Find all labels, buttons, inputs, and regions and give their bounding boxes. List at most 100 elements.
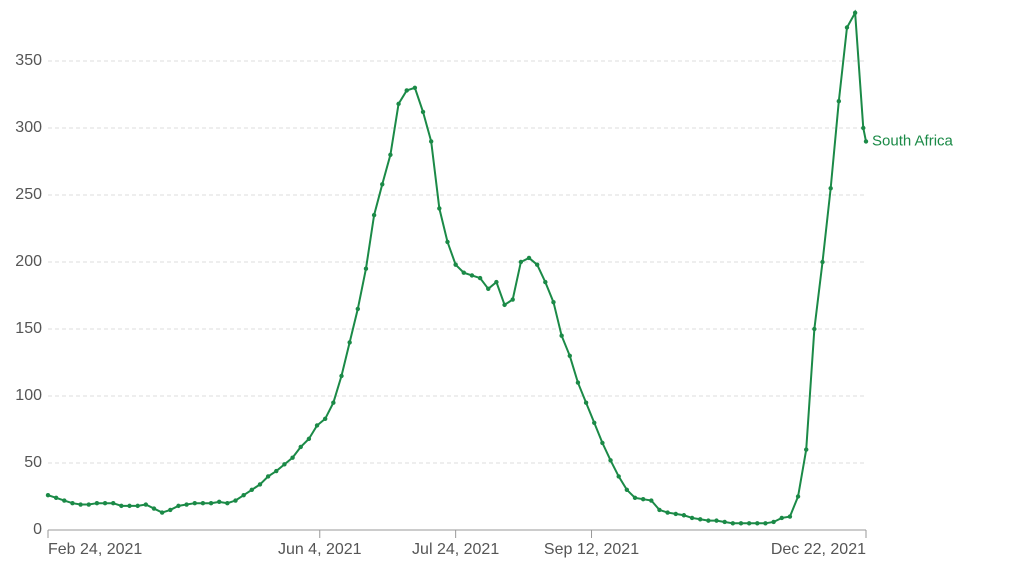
data-point bbox=[135, 503, 140, 509]
data-point bbox=[208, 501, 214, 506]
data-point bbox=[771, 519, 776, 525]
data-point bbox=[616, 474, 621, 479]
y-tick-label: 150 bbox=[15, 320, 42, 337]
data-point bbox=[828, 186, 833, 191]
data-point bbox=[469, 273, 475, 278]
data-point bbox=[331, 400, 336, 405]
data-point bbox=[184, 502, 189, 507]
data-point bbox=[388, 152, 393, 157]
data-point bbox=[502, 302, 507, 308]
x-tick-label: Feb 24, 2021 bbox=[48, 541, 142, 558]
data-point bbox=[111, 501, 116, 506]
data-point bbox=[640, 496, 646, 502]
data-point bbox=[192, 501, 197, 506]
y-tick-label: 300 bbox=[15, 119, 42, 136]
data-point bbox=[282, 462, 287, 467]
data-point bbox=[494, 279, 499, 285]
data-point bbox=[53, 495, 59, 501]
data-point bbox=[518, 259, 524, 265]
x-tick-label: Jun 4, 2021 bbox=[278, 541, 362, 558]
data-point bbox=[306, 436, 312, 442]
data-point bbox=[755, 521, 760, 526]
data-point bbox=[380, 182, 385, 187]
y-tick-label: 350 bbox=[15, 52, 42, 69]
data-point bbox=[534, 262, 540, 267]
series-line bbox=[47, 9, 867, 525]
data-point bbox=[779, 515, 784, 521]
data-point bbox=[127, 503, 132, 509]
y-tick-label: 250 bbox=[15, 186, 42, 203]
data-point bbox=[787, 514, 793, 519]
data-point bbox=[543, 279, 548, 285]
data-point bbox=[706, 518, 711, 523]
data-point bbox=[94, 501, 100, 506]
data-point bbox=[738, 521, 744, 526]
data-point bbox=[200, 501, 206, 506]
data-point bbox=[404, 88, 409, 93]
data-point bbox=[339, 373, 344, 379]
data-point bbox=[649, 498, 654, 503]
data-point bbox=[608, 458, 613, 463]
data-point bbox=[852, 10, 858, 15]
data-point bbox=[363, 266, 369, 271]
data-point bbox=[575, 380, 581, 385]
x-tick-label: Sep 12, 2021 bbox=[544, 541, 639, 558]
y-tick-label: 200 bbox=[15, 253, 42, 270]
data-point bbox=[698, 517, 703, 522]
data-point bbox=[714, 518, 719, 523]
data-point bbox=[665, 510, 670, 515]
data-point bbox=[217, 499, 222, 505]
data-point bbox=[159, 510, 165, 515]
data-point bbox=[795, 494, 801, 499]
data-point bbox=[844, 25, 850, 30]
data-point bbox=[763, 521, 768, 526]
data-point bbox=[804, 447, 809, 452]
y-tick-label: 100 bbox=[15, 387, 42, 404]
x-tick-label: Jul 24, 2021 bbox=[412, 541, 499, 558]
data-point bbox=[102, 501, 108, 506]
data-point bbox=[746, 521, 752, 526]
data-point bbox=[477, 275, 483, 281]
data-point bbox=[355, 306, 361, 312]
data-point bbox=[225, 501, 230, 506]
data-point bbox=[461, 270, 466, 275]
data-point bbox=[274, 468, 279, 474]
data-point bbox=[681, 513, 687, 518]
data-point bbox=[241, 492, 246, 498]
data-point bbox=[836, 99, 842, 104]
data-point bbox=[298, 444, 303, 450]
data-point bbox=[583, 400, 589, 405]
data-point bbox=[249, 487, 255, 492]
data-point bbox=[86, 502, 91, 507]
data-point bbox=[486, 286, 491, 291]
data-point bbox=[322, 416, 328, 421]
data-point bbox=[371, 212, 377, 218]
data-point bbox=[600, 440, 605, 446]
data-point bbox=[396, 101, 401, 107]
data-point bbox=[45, 492, 51, 498]
data-point bbox=[62, 498, 67, 503]
data-point bbox=[290, 455, 295, 460]
data-point bbox=[143, 502, 149, 507]
data-point bbox=[265, 474, 271, 479]
data-point bbox=[689, 515, 695, 521]
data-point bbox=[420, 109, 426, 115]
data-point bbox=[445, 239, 450, 245]
data-point bbox=[78, 502, 83, 507]
data-point bbox=[567, 353, 572, 358]
y-tick-label: 0 bbox=[33, 521, 42, 538]
data-point bbox=[863, 139, 869, 144]
data-point bbox=[861, 125, 866, 131]
x-tick-label: Dec 22, 2021 bbox=[771, 541, 866, 558]
data-point bbox=[632, 495, 638, 501]
data-point bbox=[233, 498, 238, 503]
data-point bbox=[510, 297, 515, 302]
data-point bbox=[592, 420, 597, 425]
data-point bbox=[314, 423, 320, 428]
data-point bbox=[730, 521, 736, 526]
data-point bbox=[151, 506, 157, 511]
data-point bbox=[176, 503, 181, 509]
data-point bbox=[347, 340, 352, 345]
data-point bbox=[526, 255, 532, 261]
